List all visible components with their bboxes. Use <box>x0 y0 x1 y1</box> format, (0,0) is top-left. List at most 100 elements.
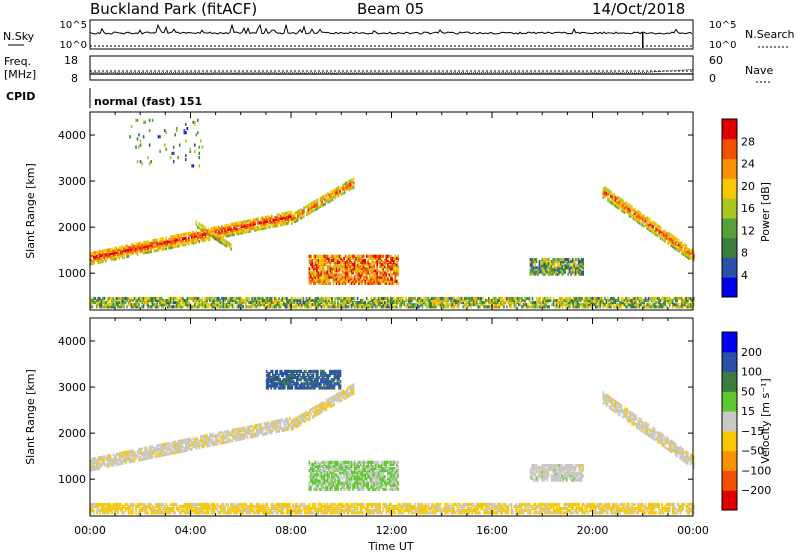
echo-cell <box>135 507 137 511</box>
echo-cell <box>279 305 282 309</box>
echo-cell <box>210 303 213 307</box>
echo-cell <box>188 240 190 244</box>
echo-cell <box>533 507 535 511</box>
echo-cell <box>538 262 541 266</box>
echo-cell <box>338 303 341 307</box>
echo-cell <box>130 502 133 507</box>
echo-cell <box>555 268 557 272</box>
echo-cell <box>500 504 502 509</box>
echo-cell <box>578 305 580 309</box>
echo-cell <box>132 249 134 253</box>
echo-cell <box>147 250 149 254</box>
echo-cell <box>174 236 176 240</box>
echo-cell <box>174 301 176 305</box>
echo-cell <box>160 243 163 247</box>
echo-cell <box>688 305 691 309</box>
echo-cell <box>608 191 611 195</box>
echo-cell <box>177 236 179 240</box>
echo-cell <box>556 260 559 264</box>
echo-cell <box>96 504 98 509</box>
echo-cell <box>608 189 611 193</box>
echo-cell <box>203 504 205 509</box>
echo-cell <box>442 301 445 305</box>
echo-cell <box>142 120 145 124</box>
echo-cell <box>344 281 347 285</box>
echo-cell <box>216 502 219 507</box>
echo-cell <box>352 296 354 301</box>
echo-cell <box>602 187 605 191</box>
echo-cell <box>319 277 321 281</box>
echo-cell <box>347 271 350 275</box>
echo-cell <box>313 254 315 258</box>
echo-cell <box>370 305 372 309</box>
echo-cell <box>292 504 294 509</box>
echo-cell <box>117 296 119 301</box>
echo-cell <box>186 240 189 244</box>
echo-cell <box>93 251 95 255</box>
echo-cell <box>503 305 505 309</box>
echo-cell <box>230 504 232 509</box>
echo-cell <box>438 507 440 511</box>
echo-cell <box>114 251 116 255</box>
echo-cell <box>506 511 508 515</box>
echo-cell <box>382 261 385 265</box>
echo-cell <box>512 301 514 305</box>
echo-cell <box>251 296 253 301</box>
echo-cell <box>123 303 125 307</box>
echo-cell <box>317 279 320 283</box>
echo-cell <box>569 298 571 303</box>
echo-cell <box>329 303 332 307</box>
echo-cell <box>221 239 223 243</box>
echo-cell <box>270 298 273 303</box>
echo-cell <box>655 233 657 237</box>
echo-cell <box>150 298 152 303</box>
echo-cell <box>308 298 311 303</box>
freq-unit: [MHz] <box>4 68 36 81</box>
echo-cell <box>482 502 484 507</box>
echo-cell <box>619 305 621 309</box>
echo-cell <box>305 303 308 307</box>
echo-cell <box>356 277 359 281</box>
echo-cell <box>263 509 265 513</box>
echo-cell <box>537 502 540 507</box>
echo-cell <box>552 296 555 301</box>
echo-cell <box>97 507 100 511</box>
echo-cell <box>453 301 455 305</box>
echo-cell <box>364 269 366 273</box>
echo-cell <box>387 254 389 258</box>
echo-cell <box>543 507 546 511</box>
echo-cell <box>194 507 196 511</box>
echo-cell <box>393 296 395 301</box>
echo-cell <box>313 502 315 507</box>
echo-cell <box>649 303 651 307</box>
echo-cell <box>409 504 412 509</box>
echo-cell <box>348 179 350 184</box>
echo-cell <box>367 261 369 265</box>
echo-cell <box>580 272 583 276</box>
echo-cell <box>264 511 267 515</box>
echo-cell <box>435 301 437 305</box>
echo-cell <box>200 229 202 233</box>
echo-cell <box>252 301 255 305</box>
echo-cell <box>206 236 208 240</box>
echo-cell <box>427 511 430 515</box>
echo-cell <box>310 254 312 258</box>
echo-cell <box>291 217 293 221</box>
echo-cell <box>144 240 146 244</box>
echo-cell <box>587 305 590 309</box>
nsky-label: N.Sky <box>3 30 35 43</box>
echo-cell <box>456 296 458 301</box>
echo-cell <box>625 301 627 305</box>
echo-cell <box>373 509 375 513</box>
echo-cell <box>359 502 362 507</box>
echo-cell <box>264 301 267 305</box>
echo-cell <box>444 504 446 509</box>
echo-cell <box>690 251 692 255</box>
echo-cell <box>142 135 145 139</box>
echo-cell <box>568 268 571 272</box>
echo-cell <box>342 183 344 187</box>
echo-cell <box>319 202 322 207</box>
echo-cell <box>323 254 326 258</box>
echo-cell <box>204 296 207 301</box>
echo-cell <box>175 234 178 238</box>
